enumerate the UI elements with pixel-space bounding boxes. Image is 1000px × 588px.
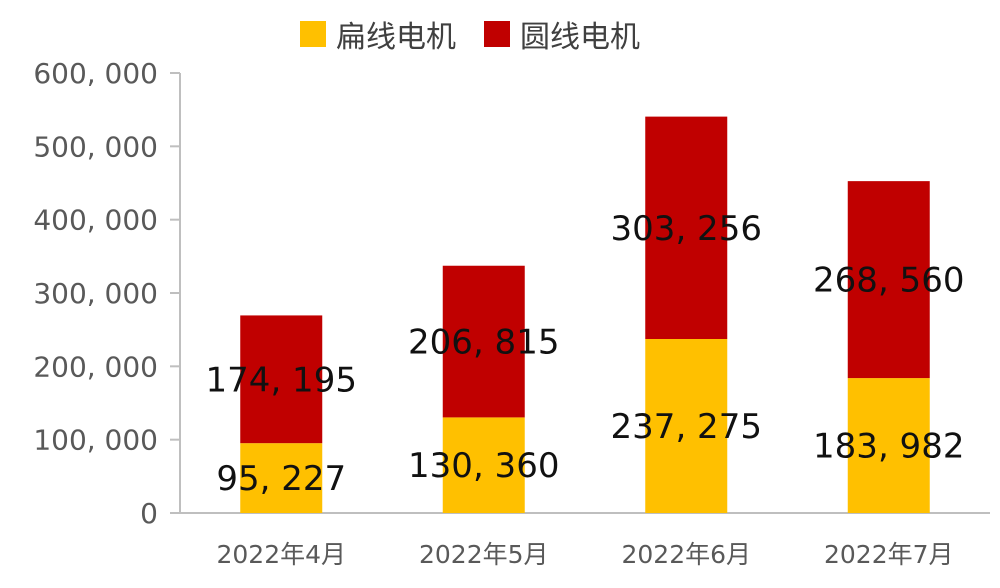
x-tick-label: 2022年7月 [824, 540, 954, 569]
legend-item-round-wire: 圆线电机 [484, 12, 640, 56]
bar-segment-round-wire [240, 315, 323, 444]
data-label: 237, 275 [611, 407, 762, 447]
bar-segment-round-wire [847, 181, 930, 379]
legend: 扁线电机 圆线电机 [300, 12, 668, 56]
legend-label-flat-wire: 扁线电机 [336, 20, 456, 55]
legend-label-round-wire: 圆线电机 [520, 20, 640, 55]
y-tick-label: 300, 000 [33, 277, 158, 310]
bar-segment-round-wire [442, 265, 525, 418]
x-tick-label: 2022年6月 [621, 540, 751, 569]
y-tick-label: 400, 000 [33, 204, 158, 237]
bars [240, 116, 930, 513]
x-axis: 2022年4月 2022年5月 2022年6月 2022年7月 [180, 512, 990, 569]
y-tick-label: 0 [140, 497, 158, 530]
data-labels: 95, 227 174, 195 130, 360 206, 815 237, 275 3… [206, 209, 965, 499]
data-label: 268, 560 [813, 261, 964, 301]
legend-swatch-flat-wire [300, 21, 326, 47]
x-tick-label: 2022年4月 [216, 540, 346, 569]
y-tick-label: 500, 000 [33, 130, 158, 163]
y-tick-label: 100, 000 [33, 424, 158, 457]
data-label: 95, 227 [216, 459, 346, 499]
legend-item-flat-wire: 扁线电机 [300, 12, 456, 56]
bar-segment-flat-wire [645, 338, 728, 513]
bar-segment-flat-wire [240, 443, 323, 513]
y-tick-label: 600, 000 [33, 57, 158, 90]
data-label: 174, 195 [206, 360, 357, 400]
y-tick-label: 200, 000 [33, 350, 158, 383]
legend-swatch-round-wire [484, 21, 510, 47]
data-label: 183, 982 [813, 427, 964, 467]
data-label: 303, 256 [611, 209, 762, 249]
bar-segment-round-wire [645, 116, 728, 339]
data-label: 130, 360 [408, 446, 559, 486]
x-tick-label: 2022年5月 [419, 540, 549, 569]
bar-segment-flat-wire [442, 417, 525, 513]
y-axis: 0 100, 000 200, 000 300, 000 400, 000 500, 00… [33, 57, 181, 530]
data-label: 206, 815 [408, 323, 559, 363]
bar-segment-flat-wire [847, 378, 930, 513]
